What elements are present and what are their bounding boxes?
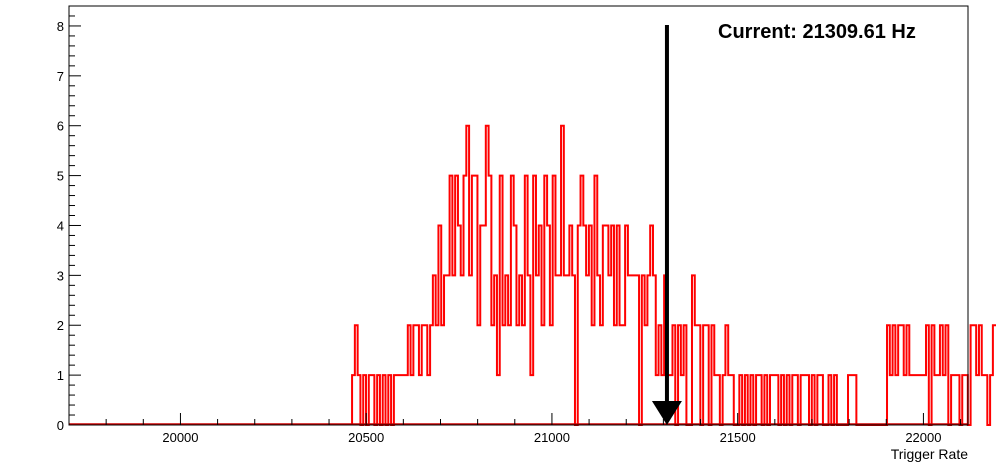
histogram-series [351,124,996,426]
y-tick-label: 3 [57,268,64,283]
y-tick-label: 0 [57,418,64,433]
y-tick-label: 4 [57,218,64,233]
y-tick-label: 8 [57,19,64,34]
current-rate-annotation: Current: 21309.61 Hz [718,21,916,43]
x-axis: 20000 20500 21000 21500 22000 [68,413,962,445]
x-tick-label: 20000 [162,430,198,445]
y-tick-label: 5 [57,169,64,184]
x-axis-title: Trigger Rate [891,446,969,462]
x-tick-label: 21500 [720,430,756,445]
y-tick-label: 7 [57,69,64,84]
x-tick-label: 20500 [348,430,384,445]
current-rate-arrow-head [651,401,682,425]
y-axis: 0 1 2 3 4 5 6 7 8 [57,5,81,433]
y-tick-label: 1 [57,368,64,383]
y-tick-label: 2 [57,318,64,333]
plot-frame [68,5,969,426]
x-tick-label: 21000 [534,430,570,445]
x-tick-label: 22000 [905,430,941,445]
y-tick-label: 6 [57,119,64,134]
